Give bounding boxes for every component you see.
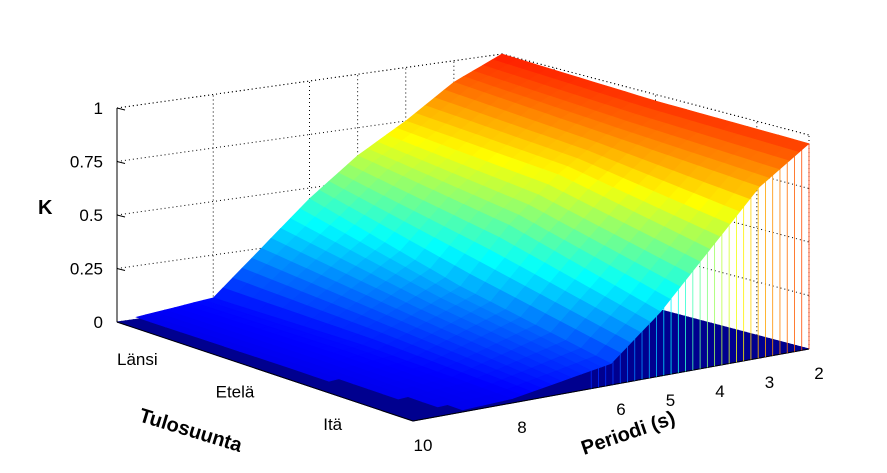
- x-tick-label: 8: [517, 418, 526, 437]
- z-tick-label: 0: [94, 313, 103, 332]
- x-axis-line: [412, 348, 810, 422]
- x-tick-label: 10: [414, 436, 433, 455]
- z-grid-left-wall: [116, 107, 503, 162]
- x-axis-label: Periodi (s): [578, 407, 678, 460]
- z-tick-label: 0.75: [70, 153, 103, 172]
- z-grid-left-wall: [116, 214, 503, 269]
- tick-labels: 0 0.25 0.5 0.75 1 10 8 6 5 4 3 2 Länsi Etelä Itä: [70, 99, 824, 455]
- z-tick-label: 0.5: [79, 206, 103, 225]
- x-tick-label: 3: [765, 373, 774, 392]
- x-tick-label: 2: [814, 364, 823, 383]
- y-tick-label: Itä: [323, 415, 342, 434]
- y-axis-label: Tulosuunta: [137, 405, 246, 457]
- z-grid-left-wall: [116, 160, 503, 216]
- back-top-edge: [501, 53, 810, 136]
- axes-box: [116, 53, 810, 349]
- y-tick-label: Etelä: [216, 383, 255, 402]
- y-axis-line: [116, 321, 414, 422]
- y-tick-label: Länsi: [117, 350, 158, 369]
- z-tick-mark: [116, 214, 126, 218]
- surface-patches: [135, 53, 810, 411]
- z-tick-label: 0.25: [70, 260, 103, 279]
- z-axis-label: K: [38, 197, 53, 219]
- x-tick-label: 4: [715, 382, 724, 401]
- z-tick-mark: [116, 268, 126, 271]
- z-tick-mark: [116, 161, 126, 164]
- z-tick-mark: [116, 107, 126, 111]
- z-tick-label: 1: [94, 99, 103, 118]
- x-tick-label: 5: [666, 391, 675, 410]
- x-tick-label: 6: [616, 400, 625, 419]
- left-top-edge: [116, 53, 503, 109]
- surface-patch: [446, 402, 474, 411]
